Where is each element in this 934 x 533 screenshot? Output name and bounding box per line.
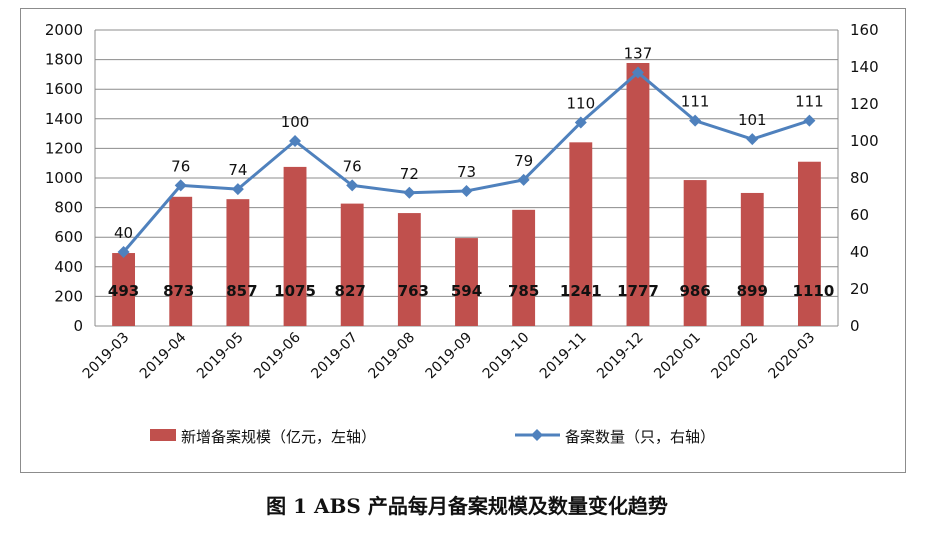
bar-value-label: 785 — [508, 282, 539, 300]
bar-value-label: 827 — [335, 282, 366, 300]
y-left-tick-label: 1000 — [45, 169, 83, 187]
x-tick-label: 2020-02 — [708, 330, 761, 383]
line-value-label: 74 — [228, 161, 247, 179]
x-tick-label: 2019-04 — [137, 329, 190, 382]
bar — [683, 180, 707, 326]
y-left-tick-label: 1800 — [45, 51, 83, 69]
line-value-label: 110 — [566, 95, 595, 113]
line-value-label: 101 — [738, 111, 767, 129]
bar — [455, 238, 478, 326]
line-value-label: 73 — [457, 163, 476, 181]
line-point — [689, 114, 702, 127]
x-tick-label: 2019-06 — [251, 329, 304, 382]
bar-value-label: 1241 — [560, 282, 602, 300]
bar-value-label: 899 — [737, 282, 768, 300]
y-left-tick-label: 800 — [54, 199, 83, 217]
bar — [340, 203, 364, 326]
bar — [512, 209, 536, 326]
line-value-label: 72 — [400, 165, 419, 183]
x-tick-label: 2019-08 — [365, 330, 418, 383]
line-point — [346, 179, 359, 192]
bar — [740, 192, 764, 326]
x-tick-label: 2020-03 — [766, 330, 819, 383]
bar-value-label: 857 — [226, 282, 257, 300]
x-tick-label: 2019-09 — [423, 330, 476, 383]
line-value-label: 100 — [281, 113, 310, 131]
legend-bar-label: 新增备案规模（亿元，左轴） — [181, 428, 376, 446]
x-tick-label: 2019-03 — [80, 330, 133, 383]
x-tick-label: 2019-05 — [194, 330, 247, 383]
bar-value-label: 873 — [163, 282, 194, 300]
bar-value-label: 763 — [398, 282, 429, 300]
y-right-tick-label: 120 — [850, 95, 879, 113]
y-left-tick-label: 1600 — [45, 80, 83, 98]
bar-value-label: 986 — [679, 282, 710, 300]
line-point — [517, 173, 530, 186]
line-point — [803, 114, 816, 127]
line-point — [574, 116, 587, 129]
bar-value-label: 1110 — [793, 282, 835, 300]
line-value-label: 137 — [624, 45, 653, 63]
line-point — [174, 179, 187, 192]
line-value-label: 76 — [171, 157, 190, 175]
bar-value-label: 594 — [451, 282, 482, 300]
line-value-label: 111 — [681, 93, 710, 111]
x-tick-label: 2019-07 — [308, 330, 361, 383]
line-point — [460, 184, 473, 197]
line-point — [117, 246, 130, 258]
x-tick-label: 2019-10 — [480, 330, 533, 383]
bar-value-label: 1075 — [274, 282, 316, 300]
y-right-tick-label: 100 — [850, 132, 879, 150]
x-tick-label: 2019-11 — [537, 330, 590, 383]
bar — [626, 63, 650, 327]
line-point — [746, 133, 759, 146]
legend-line-marker — [531, 429, 543, 441]
line-value-label: 76 — [343, 157, 362, 175]
y-left-tick-label: 0 — [73, 317, 83, 335]
line-point — [631, 66, 644, 79]
bar — [169, 196, 193, 326]
line-value-label: 40 — [114, 224, 133, 242]
chart-caption: 图 1 ABS 产品每月备案规模及数量变化趋势 — [266, 494, 668, 518]
bar — [397, 213, 421, 326]
line-point — [403, 186, 416, 199]
bar — [283, 166, 307, 326]
y-left-tick-label: 1400 — [45, 110, 83, 128]
x-tick-label: 2019-12 — [594, 330, 647, 383]
legend-line-label: 备案数量（只，右轴） — [565, 428, 715, 446]
y-left-tick-label: 600 — [54, 228, 83, 246]
legend-bar-swatch — [150, 429, 176, 441]
y-right-tick-label: 0 — [850, 317, 860, 335]
line-point — [231, 183, 244, 196]
y-right-tick-label: 40 — [850, 243, 869, 261]
bar — [569, 142, 593, 326]
x-tick-label: 2020-01 — [651, 330, 704, 383]
line-value-label: 111 — [795, 93, 824, 111]
y-right-tick-label: 20 — [850, 280, 869, 298]
y-left-tick-label: 400 — [54, 258, 83, 276]
bar — [226, 199, 250, 326]
bar — [112, 253, 136, 326]
y-left-tick-label: 200 — [54, 287, 83, 305]
y-right-tick-label: 160 — [850, 21, 879, 39]
line-point — [289, 135, 302, 147]
bar-value-label: 1777 — [617, 282, 659, 300]
line-value-label: 79 — [514, 152, 533, 170]
y-right-tick-label: 60 — [850, 206, 869, 224]
bar-value-label: 493 — [108, 282, 139, 300]
y-right-tick-label: 140 — [850, 58, 879, 76]
y-right-tick-label: 80 — [850, 169, 869, 187]
y-left-tick-label: 2000 — [45, 21, 83, 39]
bar — [797, 161, 821, 326]
y-left-tick-label: 1200 — [45, 139, 83, 157]
chart: 0200400600800100012001400160018002000020… — [45, 21, 879, 446]
